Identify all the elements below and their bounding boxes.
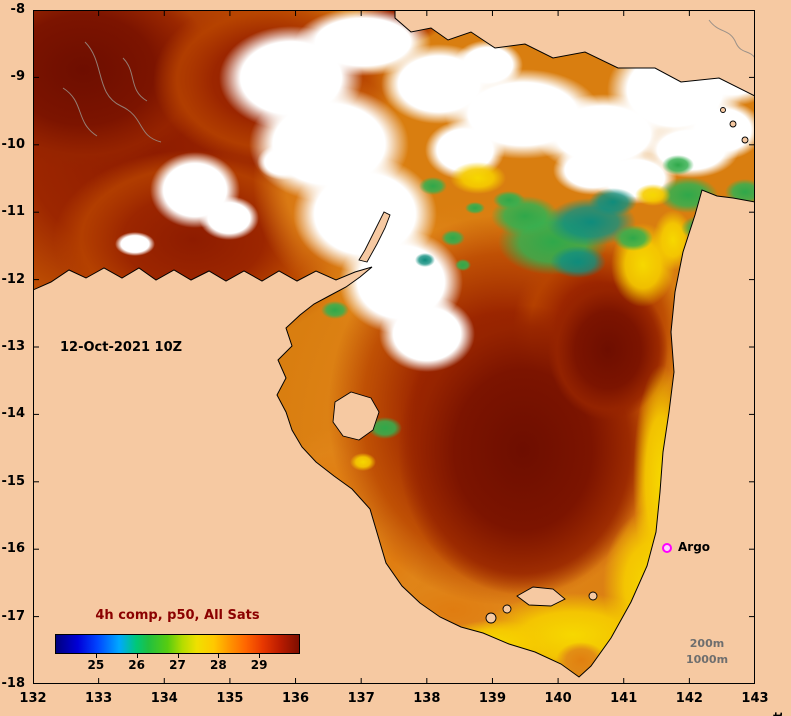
credit-text: © IMOS 16-Oct-2021 14:06 Hobart <box>771 692 786 716</box>
lat-tick-label: -16 <box>1 541 26 557</box>
date-label: 12-Oct-2021 10Z <box>60 340 183 355</box>
colorbar-title: 4h comp, p50, All Sats <box>95 608 260 623</box>
lon-tick-label: 138 <box>413 691 441 706</box>
lat-tick-label: -8 <box>10 2 25 17</box>
argo-label: Argo <box>678 540 711 554</box>
lon-tick-label: 143 <box>741 691 769 706</box>
lat-tick-label: -15 <box>1 473 26 489</box>
lat-tick-label: -12 <box>1 271 26 287</box>
colorbar-tick-mark <box>177 654 179 658</box>
colorbar-tick-label: 29 <box>250 658 268 672</box>
lon-tick-label: 140 <box>544 691 572 706</box>
colorbar-tick-label: 25 <box>87 658 105 672</box>
argo-marker-icon <box>662 543 672 553</box>
lon-tick-label: 137 <box>347 691 375 706</box>
depth-contour-1000m: 1000m <box>685 652 729 666</box>
bathymetry-contours <box>62 41 162 143</box>
depth-contour-legend: 200m 1000m <box>684 636 730 668</box>
lat-tick-label: -14 <box>1 406 26 422</box>
lat-tick-label: -11 <box>1 204 26 220</box>
lon-tick-label: 142 <box>675 691 703 706</box>
colorbar-tick-label: 28 <box>209 658 227 672</box>
map-canvas <box>33 10 755 684</box>
depth-contour-200m: 200m <box>689 637 725 650</box>
river-line <box>708 19 755 59</box>
lon-tick-label: 136 <box>281 691 310 706</box>
colorbar-tick-mark <box>95 654 97 658</box>
lon-tick-label: 141 <box>610 691 638 706</box>
lat-tick-label: -9 <box>10 69 25 85</box>
islands <box>332 107 749 624</box>
colorbar-tick-mark <box>259 654 261 658</box>
lon-tick-label: 135 <box>216 691 244 706</box>
colorbar-tick-label: 27 <box>169 658 186 672</box>
lon-tick-label: 134 <box>150 691 178 706</box>
colorbar-tick-mark <box>136 654 138 658</box>
lat-tick-label: -13 <box>1 339 26 354</box>
lon-tick-label: 132 <box>19 691 47 706</box>
lat-tick-label: -17 <box>1 608 26 624</box>
longitude-axis-labels: 132 133 134 135 136 137 138 139 140 141 142 143 <box>0 692 791 712</box>
colorbar-tick-label: 26 <box>128 658 146 672</box>
lon-tick-label: 139 <box>478 691 507 706</box>
axis-ticks <box>33 10 755 684</box>
latitude-axis-labels: -8 -9 -10 -11 -12 -13 -14 -15 -16 -17 -18 <box>0 0 31 716</box>
colorbar-gradient <box>55 634 300 654</box>
lon-tick-label: 133 <box>85 691 113 706</box>
colorbar-tick-labels: 25 26 27 28 29 <box>55 654 300 674</box>
lat-tick-label: -18 <box>1 676 26 691</box>
lat-tick-label: -10 <box>1 136 26 152</box>
colorbar-tick-mark <box>218 654 220 658</box>
